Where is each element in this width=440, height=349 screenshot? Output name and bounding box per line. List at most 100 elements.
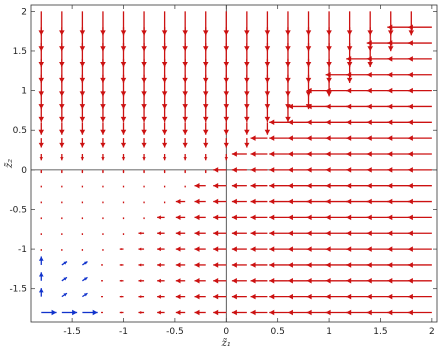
field-arrow — [287, 309, 309, 316]
field-arrow — [346, 87, 371, 94]
field-arrow — [204, 169, 207, 174]
field-arrow — [40, 233, 42, 235]
field-arrow — [38, 11, 45, 36]
field-arrow — [346, 262, 371, 268]
field-arrow — [223, 122, 230, 135]
field-arrow — [325, 198, 350, 205]
field-arrow — [366, 103, 391, 110]
field-arrow — [367, 11, 373, 36]
field-arrow — [346, 198, 371, 205]
field-arrow — [306, 262, 330, 268]
field-arrow — [366, 246, 391, 252]
field-arrow — [138, 247, 145, 251]
field-arrow — [387, 103, 412, 110]
field-arrow — [213, 309, 227, 316]
field-arrow — [366, 182, 391, 189]
field-arrow — [40, 217, 42, 220]
x-tick-label: 1 — [326, 327, 332, 337]
field-arrow — [143, 169, 145, 174]
field-arrow — [325, 230, 350, 236]
x-tick-label: 0 — [223, 327, 229, 337]
field-arrow — [119, 311, 124, 314]
zero-lines — [31, 5, 437, 322]
field-arrow — [387, 246, 412, 252]
field-arrow — [141, 138, 147, 148]
field-arrow — [346, 11, 353, 36]
field-arrow — [387, 278, 412, 284]
field-arrow — [61, 233, 63, 235]
field-arrow — [366, 87, 391, 94]
field-arrow — [81, 233, 84, 235]
field-arrow — [224, 153, 229, 161]
field-arrow — [81, 201, 84, 204]
field-arrow — [287, 135, 309, 141]
field-arrow — [175, 246, 186, 252]
arrow-layer — [38, 11, 432, 316]
field-arrow — [81, 185, 84, 188]
field-arrow — [61, 260, 68, 266]
field-arrow — [269, 278, 288, 284]
field-arrow — [40, 185, 42, 188]
field-arrow — [387, 198, 412, 205]
field-arrow — [366, 135, 391, 141]
field-arrow — [40, 249, 42, 251]
field-arrow — [306, 293, 330, 300]
field-arrow — [407, 198, 432, 205]
field-arrow — [250, 309, 268, 316]
field-arrow — [287, 293, 309, 300]
field-arrow — [250, 135, 268, 141]
field-arrow — [346, 167, 371, 173]
field-arrow — [213, 262, 227, 268]
field-arrow — [194, 182, 206, 189]
field-arrow — [81, 169, 84, 174]
x-tick-label: -1.5 — [63, 327, 81, 337]
field-arrow — [407, 309, 432, 316]
field-arrow — [79, 138, 85, 148]
field-arrow — [231, 293, 247, 300]
field-arrow — [407, 182, 432, 189]
field-arrow — [387, 56, 412, 62]
field-arrow — [184, 185, 186, 188]
field-arrow — [101, 295, 103, 298]
field-arrow — [407, 214, 432, 221]
field-arrow — [346, 119, 371, 126]
field-arrow — [119, 263, 124, 266]
field-arrow — [325, 246, 350, 252]
field-arrow — [306, 246, 330, 252]
field-arrow — [407, 167, 432, 173]
field-arrow — [387, 309, 412, 316]
field-arrow — [41, 309, 57, 316]
field-arrow — [194, 214, 206, 221]
field-arrow — [231, 214, 247, 221]
field-arrow — [269, 246, 288, 252]
field-arrow — [231, 151, 247, 157]
field-arrow — [175, 294, 186, 300]
field-arrow — [143, 201, 145, 204]
field-arrow — [231, 262, 247, 268]
field-arrow — [213, 278, 227, 284]
field-arrow — [231, 167, 247, 173]
field-arrow — [244, 122, 250, 135]
field-arrow — [407, 135, 432, 141]
field-arrow — [122, 233, 125, 235]
field-arrow — [325, 151, 350, 157]
field-arrow — [366, 230, 391, 236]
field-arrow — [157, 294, 165, 299]
field-arrow — [119, 279, 124, 282]
field-arrow — [120, 138, 127, 148]
field-arrow — [203, 138, 209, 148]
field-arrow — [38, 122, 45, 135]
field-arrow — [194, 309, 206, 316]
field-arrow — [244, 11, 250, 36]
field-arrow — [407, 230, 432, 236]
field-arrow — [250, 182, 268, 189]
field-arrow — [366, 309, 391, 316]
field-arrow — [306, 182, 330, 189]
field-arrow — [120, 11, 127, 36]
y-tick-label: -0.5 — [9, 205, 27, 215]
field-arrow — [366, 151, 391, 157]
field-arrow — [157, 278, 165, 283]
field-arrow — [269, 182, 288, 189]
field-arrow — [102, 233, 104, 235]
